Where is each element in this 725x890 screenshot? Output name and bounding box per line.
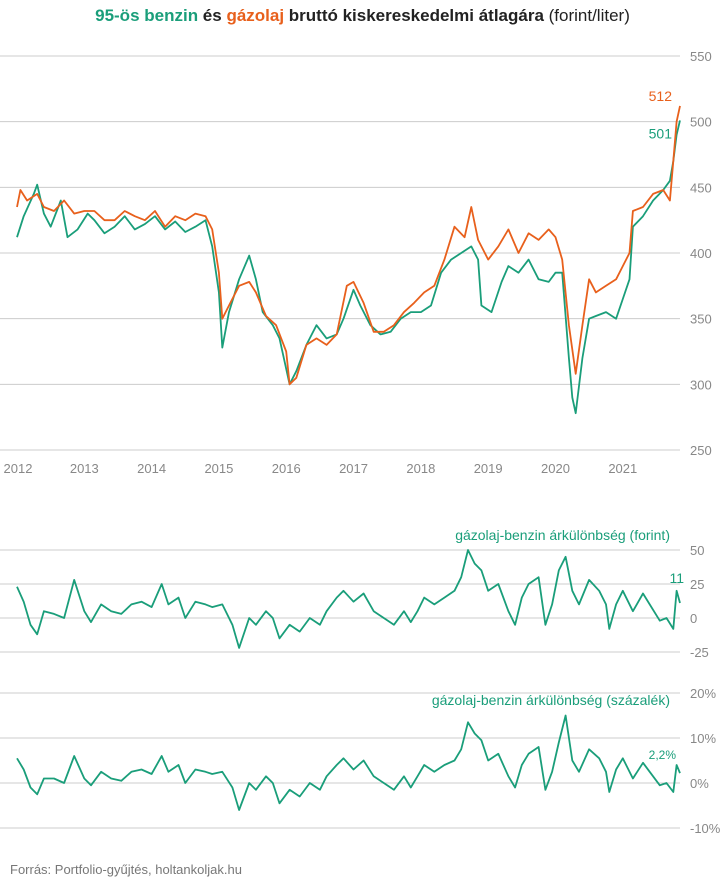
x-tick-label-2020: 2020: [541, 461, 570, 476]
title-unit: (forint/liter): [543, 6, 630, 25]
x-tick-label-2015: 2015: [204, 461, 233, 476]
source-note: Forrás: Portfolio-gyűjtés, holtankoljak.…: [10, 862, 242, 877]
x-tick-label-2013: 2013: [70, 461, 99, 476]
y-tick-label-1-2: 25: [690, 577, 704, 592]
end-value-label-0-1: 512: [649, 88, 673, 104]
y-tick-label-0-3: 400: [690, 246, 712, 261]
title-rest: bruttó kiskereskedelmi átlagára: [284, 6, 544, 25]
y-tick-label-0-1: 300: [690, 377, 712, 392]
title-gazolaj: gázolaj: [226, 6, 285, 25]
end-value-label-2-0: 2,2%: [649, 748, 677, 762]
x-tick-label-2019: 2019: [474, 461, 503, 476]
y-tick-label-1-1: 0: [690, 611, 697, 626]
title-benzin: 95-ös benzin: [95, 6, 199, 25]
series-line-0-1-g-zolaj: [16, 105, 681, 386]
series-line-1-0-diff: [16, 549, 681, 649]
x-tick-label-2016: 2016: [272, 461, 301, 476]
series-line-0-0-95-s-benzin: [16, 120, 681, 415]
x-tick-label-2014: 2014: [137, 461, 166, 476]
y-tick-label-0-5: 500: [690, 115, 712, 130]
y-tick-label-2-1: 0%: [690, 776, 709, 791]
x-tick-label-2012: 2012: [4, 461, 33, 476]
panel-title-1: gázolaj-benzin árkülönbség (forint): [455, 527, 670, 543]
end-value-label-0-0: 501: [649, 125, 673, 141]
y-tick-label-2-0: -10%: [690, 821, 721, 836]
y-tick-label-2-3: 20%: [690, 686, 716, 701]
title-and: és: [198, 6, 227, 25]
y-tick-label-0-4: 450: [690, 180, 712, 195]
x-tick-label-2017: 2017: [339, 461, 368, 476]
y-tick-label-0-0: 250: [690, 443, 712, 458]
series-line-2-0-diff: [16, 714, 681, 811]
chart-title: 95-ös benzin és gázolaj bruttó kiskeresk…: [0, 6, 725, 26]
y-tick-label-2-2: 10%: [690, 731, 716, 746]
panel-title-2: gázolaj-benzin árkülönbség (százalék): [432, 692, 670, 708]
end-value-label-1-0: 11: [669, 570, 684, 586]
x-tick-label-2018: 2018: [406, 461, 435, 476]
y-tick-label-0-6: 550: [690, 49, 712, 64]
y-tick-label-1-3: 50: [690, 543, 704, 558]
y-tick-label-0-2: 350: [690, 312, 712, 327]
x-tick-label-2021: 2021: [608, 461, 637, 476]
y-tick-label-1-0: -25: [690, 645, 709, 660]
